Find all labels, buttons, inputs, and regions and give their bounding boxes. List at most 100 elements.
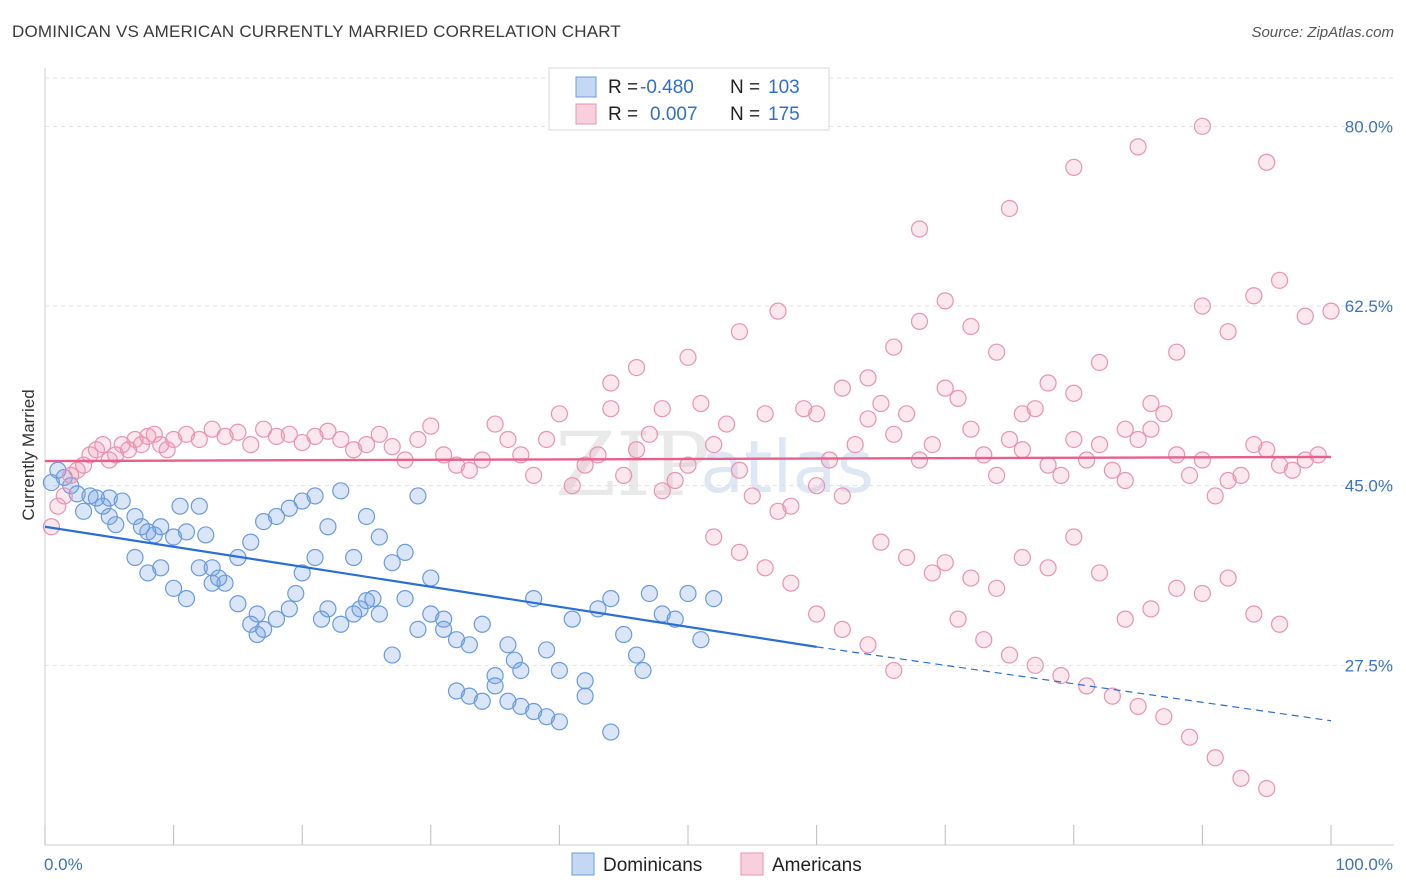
point-americans-94: [1129, 430, 1147, 449]
point-dominicans-26: [229, 595, 247, 613]
x-tick-label-0: 0.0%: [44, 855, 83, 874]
point-dominicans-59: [563, 610, 581, 628]
point-dominicans-76: [177, 589, 196, 608]
point-dominicans-105: [576, 687, 594, 705]
point-americans-58: [666, 471, 684, 490]
point-americans-24: [229, 423, 247, 441]
axes: [44, 68, 1394, 846]
point-dominicans-60: [576, 672, 594, 690]
point-americans-171: [1206, 749, 1224, 767]
trend-line-dominicans: [44, 525, 817, 648]
point-americans-91: [1090, 436, 1109, 454]
point-americans-112: [679, 348, 697, 366]
point-dominicans-11: [113, 492, 131, 510]
point-americans-98: [1180, 466, 1199, 484]
point-dominicans-87: [332, 482, 350, 500]
point-americans-124: [1039, 374, 1057, 392]
bottom-legend-swatch-americans: [740, 852, 764, 876]
point-dominicans-51: [473, 615, 491, 633]
trend-line-dominicans-extension: [816, 646, 1332, 722]
point-americans-115: [807, 405, 826, 423]
point-dominicans-4: [68, 485, 86, 503]
point-americans-131: [1219, 323, 1237, 341]
legend-n-value-1: 103: [768, 77, 800, 98]
point-americans-123: [1013, 405, 1031, 423]
point-dominicans-80: [242, 533, 260, 551]
point-americans-79: [936, 379, 954, 397]
point-americans-63: [730, 461, 749, 479]
point-americans-133: [1270, 271, 1289, 289]
point-americans-113: [730, 323, 749, 341]
point-dominicans-88: [345, 548, 363, 567]
point-dominicans-64: [627, 646, 646, 664]
point-americans-89: [1065, 430, 1083, 449]
point-americans-78: [923, 436, 941, 454]
point-americans-126: [1090, 353, 1109, 372]
point-americans-87: [1039, 456, 1057, 474]
point-dominicans-44: [383, 646, 401, 664]
legend-r-value-1: -0.480: [640, 77, 694, 98]
point-americans-161: [756, 559, 774, 577]
point-americans-117: [859, 369, 877, 387]
point-americans-72: [846, 436, 864, 454]
point-dominicans-6: [81, 487, 99, 505]
point-americans-111: [653, 400, 671, 418]
point-americans-96: [1155, 405, 1173, 423]
point-dominicans-30: [255, 620, 273, 639]
point-americans-150: [872, 533, 890, 551]
point-americans-178: [1193, 117, 1212, 135]
watermark-atlas: atlas: [700, 425, 874, 509]
legend-r-label-1: R =: [608, 77, 638, 98]
point-dominicans-77: [190, 559, 208, 577]
watermark-zip: ZIP: [555, 413, 710, 516]
point-americans-129: [1168, 343, 1186, 361]
legend-n-label-1: N =: [730, 77, 760, 98]
point-americans-166: [1078, 677, 1096, 695]
point-americans-168: [1129, 697, 1147, 716]
point-americans-35: [370, 425, 388, 443]
point-americans-73: [859, 410, 877, 428]
point-americans-164: [1026, 656, 1044, 674]
point-americans-138: [988, 579, 1006, 597]
point-dominicans-102: [525, 702, 543, 721]
point-americans-50: [563, 477, 581, 495]
point-americans-119: [910, 312, 929, 330]
point-americans-99: [1193, 451, 1212, 469]
point-dominicans-104: [550, 713, 569, 731]
point-americans-64: [743, 487, 761, 505]
point-americans-93: [1116, 471, 1134, 490]
point-dominicans-70: [692, 631, 710, 649]
series-dominicans: [42, 461, 723, 741]
point-americans-177: [1129, 138, 1147, 156]
point-dominicans-65: [634, 661, 652, 680]
point-americans-130: [1193, 297, 1212, 315]
point-americans-109: [602, 374, 620, 392]
point-americans-102: [1232, 466, 1250, 484]
point-americans-1: [49, 497, 67, 515]
point-americans-162: [782, 574, 800, 592]
point-dominicans-28: [248, 605, 266, 623]
point-americans-156: [833, 620, 851, 639]
point-americans-16: [145, 425, 163, 443]
point-dominicans-91: [383, 554, 401, 572]
x-tick-label-1: 100.0%: [1335, 855, 1393, 874]
point-dominicans-94: [422, 569, 440, 587]
point-americans-67: [782, 497, 800, 515]
point-americans-74: [872, 394, 890, 413]
point-dominicans-93: [409, 487, 427, 505]
point-americans-101: [1219, 471, 1237, 490]
y-tick-label-1: 45.0%: [1345, 477, 1393, 496]
point-americans-175: [1000, 199, 1019, 218]
point-dominicans-47: [422, 605, 440, 623]
point-dominicans-101: [512, 697, 530, 716]
point-americans-134: [1296, 307, 1314, 325]
point-americans-45: [499, 430, 517, 449]
point-americans-27: [267, 427, 286, 445]
point-dominicans-19: [171, 497, 189, 515]
point-americans-154: [975, 631, 993, 649]
point-americans-120: [936, 292, 954, 310]
point-americans-141: [1065, 528, 1083, 546]
point-dominicans-72: [126, 548, 144, 567]
point-americans-62: [717, 415, 736, 433]
bottom-legend-dominicans: Dominicans: [603, 855, 702, 876]
